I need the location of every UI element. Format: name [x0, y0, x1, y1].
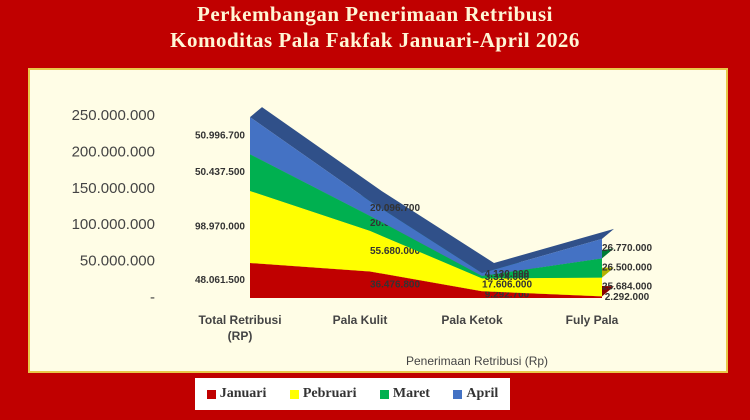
- data-label: 20.096.700: [370, 203, 420, 214]
- data-label: 17.606.000: [482, 279, 532, 290]
- legend-label: Januari: [219, 386, 267, 401]
- x-tick-label: Pala Kulit: [332, 313, 388, 327]
- legend-swatch: [206, 389, 216, 399]
- y-tick-label: -: [150, 289, 155, 306]
- area: [250, 263, 602, 298]
- data-label: 50.996.700: [195, 130, 245, 141]
- legend-label: Maret: [392, 386, 430, 401]
- x-axis-title: Penerimaan Retribusi (Rp): [406, 354, 548, 368]
- legend: Januari Pebruari Maret April: [195, 378, 510, 410]
- data-label: 2.292.000: [605, 292, 650, 303]
- data-label: 26.770.000: [602, 243, 652, 254]
- data-label: 50.437.500: [195, 167, 245, 178]
- data-label: 3.314.000: [485, 272, 530, 283]
- legend-item: Pebruari: [289, 386, 357, 402]
- legend-swatch: [289, 389, 299, 399]
- legend-swatch: [379, 389, 389, 399]
- area: [250, 154, 602, 279]
- x-tick-label: Total Retribusi (RP): [198, 313, 282, 343]
- data-label: 36.476.800: [370, 279, 420, 290]
- chart-title: Komoditas Pala Fakfak Januari-April 2026: [170, 28, 580, 52]
- legend-label: April: [466, 386, 499, 401]
- data-label: 9.292.700: [485, 289, 530, 300]
- area-depth: [250, 107, 614, 273]
- y-tick-label: 200.000.000: [72, 143, 155, 160]
- legend-item: April: [453, 386, 498, 402]
- legend-label: Pebruari: [302, 386, 357, 401]
- y-tick-label: 150.000.000: [72, 180, 155, 197]
- area: [250, 117, 602, 277]
- y-tick-label: 250.000.000: [72, 107, 155, 124]
- x-tick-label: Fuly Pala: [565, 313, 619, 327]
- legend-item: Januari: [206, 386, 267, 402]
- data-label: 98.970.000: [195, 222, 245, 233]
- area: [250, 190, 602, 297]
- y-tick-label: 100.000.000: [72, 216, 155, 233]
- chart-title: Perkembangan Penerimaan Retribusi: [197, 2, 553, 26]
- legend-swatch: [453, 389, 463, 399]
- data-label: 25.684.000: [602, 282, 652, 293]
- data-label: 55.680.000: [370, 246, 420, 257]
- legend-item: Maret: [379, 386, 430, 402]
- data-label: 4.130.000: [485, 269, 530, 280]
- x-tick-label: Pala Ketok: [441, 313, 503, 327]
- data-label: 26.500.000: [602, 263, 652, 274]
- data-label: 48.061.500: [195, 275, 245, 286]
- y-tick-label: 50.000.000: [80, 253, 155, 270]
